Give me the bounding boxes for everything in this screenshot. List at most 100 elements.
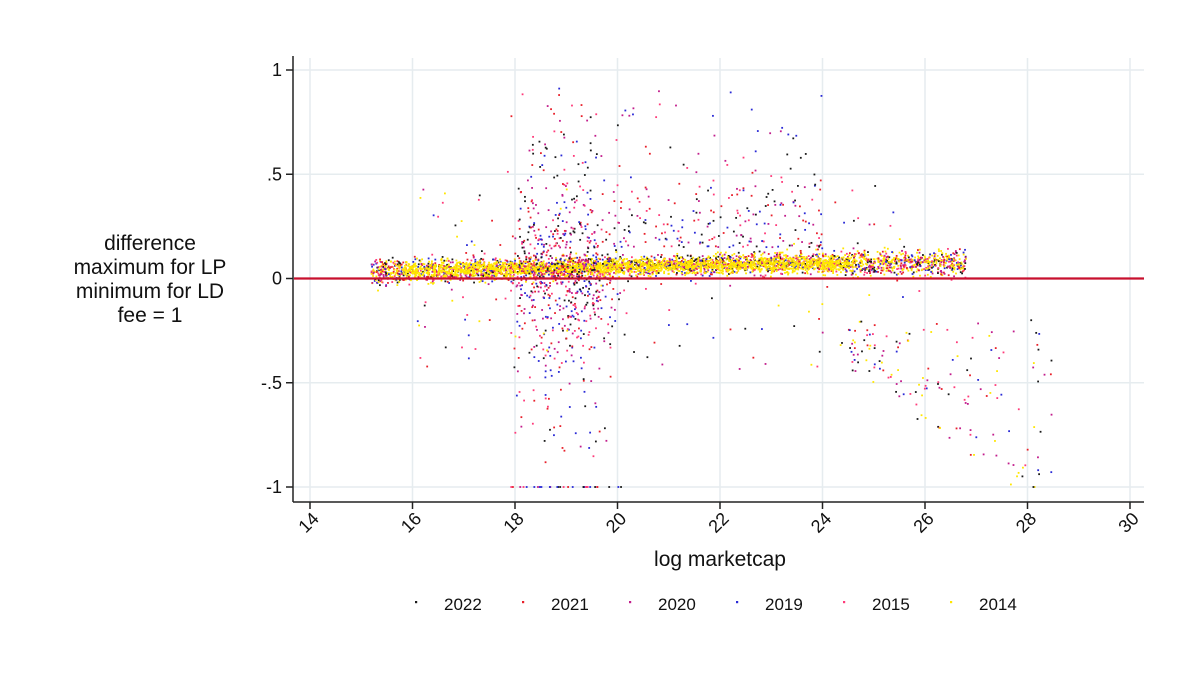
scatter-point [942,271,945,274]
scatter-point [574,264,577,267]
scatter-point [933,259,936,261]
scatter-point [893,262,896,265]
scatter-point [708,275,711,277]
scatter-point [567,280,570,283]
scatter-point [866,259,869,262]
scatter-point [427,265,430,268]
scatter-point [684,274,687,277]
scatter-point [610,306,613,309]
scatter-point [667,272,670,275]
scatter-point [701,259,703,262]
scatter-point [381,281,384,284]
scatter-point [490,265,492,267]
scatter-point [504,259,507,262]
scatter-point [473,266,476,269]
scatter-point [589,189,592,192]
scatter-point [519,235,521,238]
scatter-point [940,273,943,276]
scatter-point [796,259,799,262]
scatter-point [580,263,582,265]
scatter-point [579,272,582,275]
scatter-point [370,270,373,273]
scatter-point [794,260,797,263]
scatter-point [905,267,908,269]
scatter-point [409,269,411,271]
scatter-point [915,270,918,273]
scatter-point [519,268,522,271]
scatter-point [387,272,389,275]
scatter-point [685,272,688,275]
scatter-point [773,263,776,266]
scatter-point [535,282,538,285]
scatter-point [797,260,800,263]
scatter-point [616,293,619,295]
scatter-point [656,271,659,273]
scatter-point [679,266,682,268]
scatter-point [626,265,629,268]
scatter-point [949,260,952,263]
scatter-point [674,268,676,271]
scatter-point [777,268,780,271]
scatter-point [563,259,566,262]
scatter-point [492,271,494,274]
scatter-point [923,255,926,258]
scatter-point [813,268,815,271]
scatter-point [387,282,389,284]
scatter-point [389,274,391,277]
scatter-point [622,264,624,267]
scatter-point [836,258,839,261]
scatter-point [562,261,565,264]
scatter-point [819,259,822,262]
scatter-point [939,270,942,273]
scatter-point [778,257,780,260]
scatter-point [547,273,550,276]
scatter-point [668,267,670,270]
scatter-point [505,263,508,266]
scatter-point [543,243,545,246]
scatter-point [744,261,747,264]
scatter-point [557,262,560,265]
scatter-point [414,264,416,266]
scatter-point [941,259,944,262]
scatter-point [686,254,689,257]
scatter-point [903,245,906,248]
scatter-point [782,269,785,271]
scatter-point [509,263,511,265]
scatter-point [773,255,776,258]
scatter-point [384,264,387,267]
scatter-point [551,266,554,268]
scatter-point [496,268,498,271]
scatter-point [943,272,946,275]
scatter-point [893,257,895,259]
scatter-point [607,323,610,326]
scatter-point [550,261,553,264]
scatter-point [609,265,612,267]
scatter-point [548,261,550,264]
scatter-point [733,270,736,273]
scatter-point [422,267,425,270]
scatter-point [602,275,605,277]
scatter-point [588,287,590,290]
scatter-point [615,251,618,253]
scatter-point [623,262,626,265]
scatter-point [495,274,498,277]
scatter-point [853,260,856,263]
scatter-point [913,259,916,262]
scatter-point [637,266,640,269]
scatter-point [942,255,944,258]
scatter-point [630,268,632,270]
scatter-point [566,263,569,266]
scatter-point [753,252,756,255]
scatter-point [760,264,763,267]
scatter-point [877,271,879,273]
scatter-point [707,265,710,268]
scatter-point [611,266,614,269]
scatter-point [940,250,943,252]
scatter-point [409,271,412,274]
scatter-point [830,270,833,272]
scatter-point [791,258,793,261]
scatter-point [783,254,785,257]
scatter-point [478,260,481,262]
scatter-point [721,268,724,271]
scatter-point [855,264,857,266]
